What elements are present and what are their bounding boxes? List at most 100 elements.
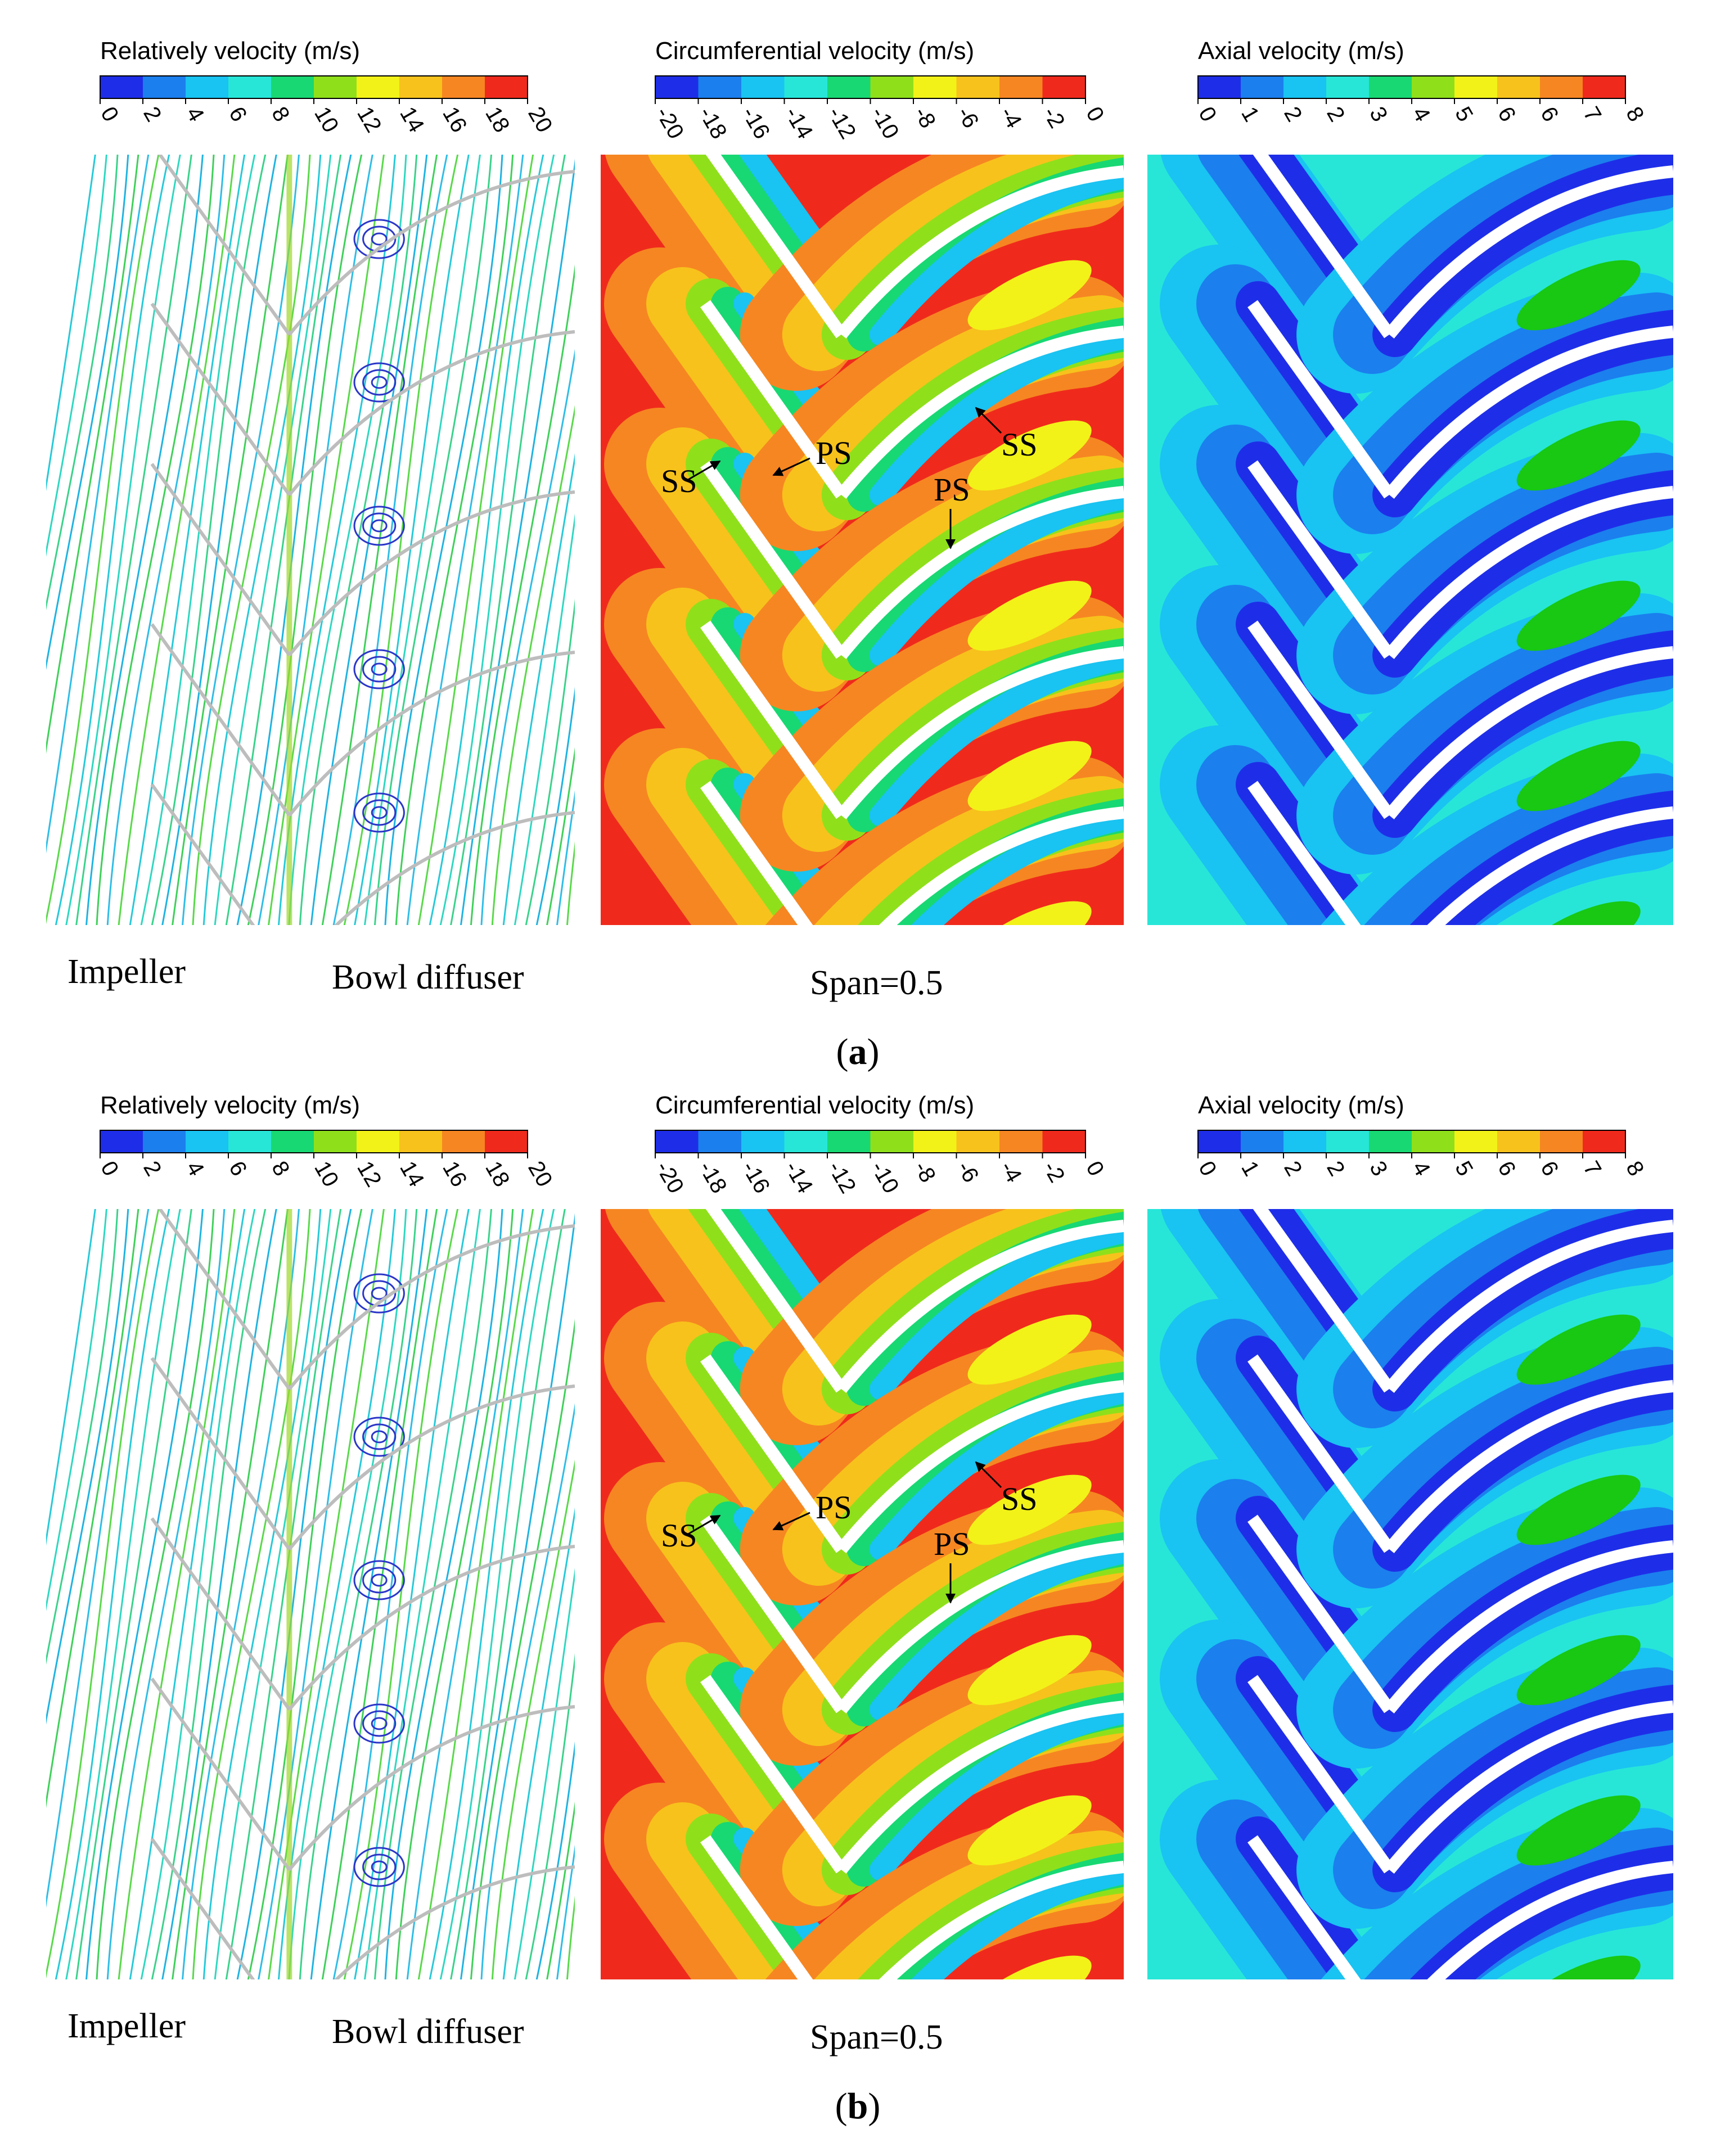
circumferential-velocity-contour bbox=[601, 1209, 1124, 1979]
contour-highlight bbox=[1516, 1795, 1641, 1866]
vortex bbox=[371, 806, 388, 819]
colorbar-tick-label: 2 bbox=[1279, 103, 1307, 126]
contour-highlight bbox=[967, 580, 1092, 651]
colorbar-tick-label: 8 bbox=[267, 103, 294, 126]
streamline bbox=[417, 1209, 534, 1979]
colorbar-tick-label: -16 bbox=[737, 103, 774, 143]
colorbar-tick-label: 8 bbox=[1621, 1157, 1649, 1180]
streamline bbox=[106, 1209, 226, 1979]
colorbar-segment bbox=[1198, 76, 1241, 98]
colorbar-segment bbox=[1412, 1130, 1455, 1153]
contour-highlight bbox=[1516, 580, 1641, 651]
vortex bbox=[371, 1430, 388, 1444]
colorbar-tick-label: -8 bbox=[909, 1157, 940, 1187]
contour-band bbox=[869, 166, 1124, 346]
vortex bbox=[353, 219, 405, 259]
colorbar-tick-label: 0 bbox=[1193, 1157, 1221, 1180]
colorbar-tick-label: 12 bbox=[352, 103, 386, 137]
contour-highlight bbox=[1516, 1955, 1641, 1979]
diffuser-vane bbox=[1384, 1701, 1673, 1874]
vortex bbox=[362, 1567, 397, 1594]
colorbar-segment bbox=[956, 76, 1000, 98]
streamline bbox=[75, 1209, 192, 1979]
colorbar-segment bbox=[913, 76, 957, 98]
vortex bbox=[371, 1860, 388, 1874]
streamline bbox=[85, 1209, 204, 1979]
streamline bbox=[202, 155, 322, 925]
diffuser-vane bbox=[836, 165, 1124, 339]
impeller-blade bbox=[150, 623, 291, 817]
streamline bbox=[354, 155, 470, 925]
colorbar-title: Circumferential velocity (m/s) bbox=[655, 37, 974, 65]
colorbar-tick-label: -16 bbox=[737, 1157, 774, 1198]
colorbar-tick-label: 2 bbox=[1279, 1157, 1307, 1180]
impeller-blade bbox=[1247, 300, 1395, 499]
colorbar-tick-label: 0 bbox=[96, 1157, 123, 1180]
vortex bbox=[371, 376, 388, 389]
impeller-blade bbox=[700, 1354, 846, 1553]
colorbar-tick-label: -2 bbox=[1038, 1157, 1070, 1187]
streamline bbox=[46, 1209, 107, 1612]
impeller-blade bbox=[1253, 155, 1395, 339]
colorbar-segment bbox=[271, 1130, 314, 1153]
streamline bbox=[268, 155, 385, 925]
diffuser-vane bbox=[288, 170, 575, 336]
colorbar-tick-label: 2 bbox=[138, 1157, 166, 1180]
colorbar-segment bbox=[827, 76, 871, 98]
diffuser-vane bbox=[288, 1705, 575, 1871]
colorbar: Relatively velocity (m/s) 0 2 4 6 8 10 12 14 16 18… bbox=[96, 37, 557, 137]
ps-label: PS bbox=[934, 471, 970, 508]
contour-highlight bbox=[967, 901, 1092, 925]
vortex bbox=[353, 1560, 405, 1600]
contour-band bbox=[911, 807, 1124, 925]
contour-band bbox=[869, 1220, 1124, 1400]
impeller-blade bbox=[700, 300, 846, 499]
vortex bbox=[353, 792, 405, 833]
streamline bbox=[535, 687, 575, 925]
colorbar-tick-label: -10 bbox=[866, 1157, 904, 1198]
colorbar-tick-label: 10 bbox=[309, 103, 343, 137]
streamline bbox=[225, 155, 342, 925]
contour-highlight bbox=[1516, 741, 1641, 811]
contour-highlight bbox=[1516, 420, 1641, 491]
vortex bbox=[371, 1287, 388, 1300]
colorbar-tick-label: -20 bbox=[651, 1157, 688, 1198]
impeller-blade bbox=[705, 1209, 846, 1393]
colorbar-segment bbox=[442, 76, 485, 98]
colorbar-tick-label: 2 bbox=[1322, 103, 1349, 126]
streamline bbox=[214, 1209, 332, 1979]
colorbar-segment bbox=[870, 1130, 914, 1153]
streamline bbox=[192, 1209, 311, 1979]
diffuser-vane bbox=[879, 1861, 1124, 1979]
streamline bbox=[129, 1209, 246, 1979]
vortex bbox=[353, 362, 405, 403]
ss-label: SS bbox=[661, 1517, 697, 1554]
impeller-blade bbox=[150, 1357, 291, 1550]
diffuser-vane bbox=[288, 330, 575, 496]
annotation-arrow bbox=[975, 407, 1002, 434]
colorbar: Axial velocity (m/s)0 1 2 2 3 4 5 6 6 7 8 bbox=[1193, 1091, 1649, 1180]
streamline bbox=[46, 155, 150, 854]
panel-tag-letter: a bbox=[849, 1031, 867, 1072]
streamline bbox=[46, 1209, 160, 1979]
streamline bbox=[247, 1209, 363, 1979]
streamline bbox=[85, 155, 204, 925]
impeller-blade bbox=[1247, 781, 1361, 925]
colorbar-segment bbox=[1042, 1130, 1086, 1153]
colorbar-title: Relatively velocity (m/s) bbox=[100, 1091, 360, 1119]
colorbar-segment bbox=[1583, 76, 1626, 98]
colorbar-segment bbox=[485, 1130, 528, 1153]
streamline bbox=[118, 1209, 236, 1979]
streamline bbox=[96, 155, 215, 925]
diffuser-vane bbox=[288, 1384, 575, 1550]
colorbar-tick-label: 1 bbox=[1236, 1157, 1264, 1180]
streamline bbox=[96, 1209, 215, 1979]
streamline bbox=[460, 159, 575, 925]
colorbar-segment bbox=[143, 1130, 186, 1153]
streamline-plot bbox=[46, 155, 575, 925]
colorbar-segment bbox=[357, 76, 400, 98]
impeller-blade bbox=[700, 1835, 813, 1979]
colorbar-segment bbox=[186, 76, 229, 98]
diffuser-vane bbox=[288, 651, 575, 817]
annotation-arrow bbox=[772, 457, 810, 476]
